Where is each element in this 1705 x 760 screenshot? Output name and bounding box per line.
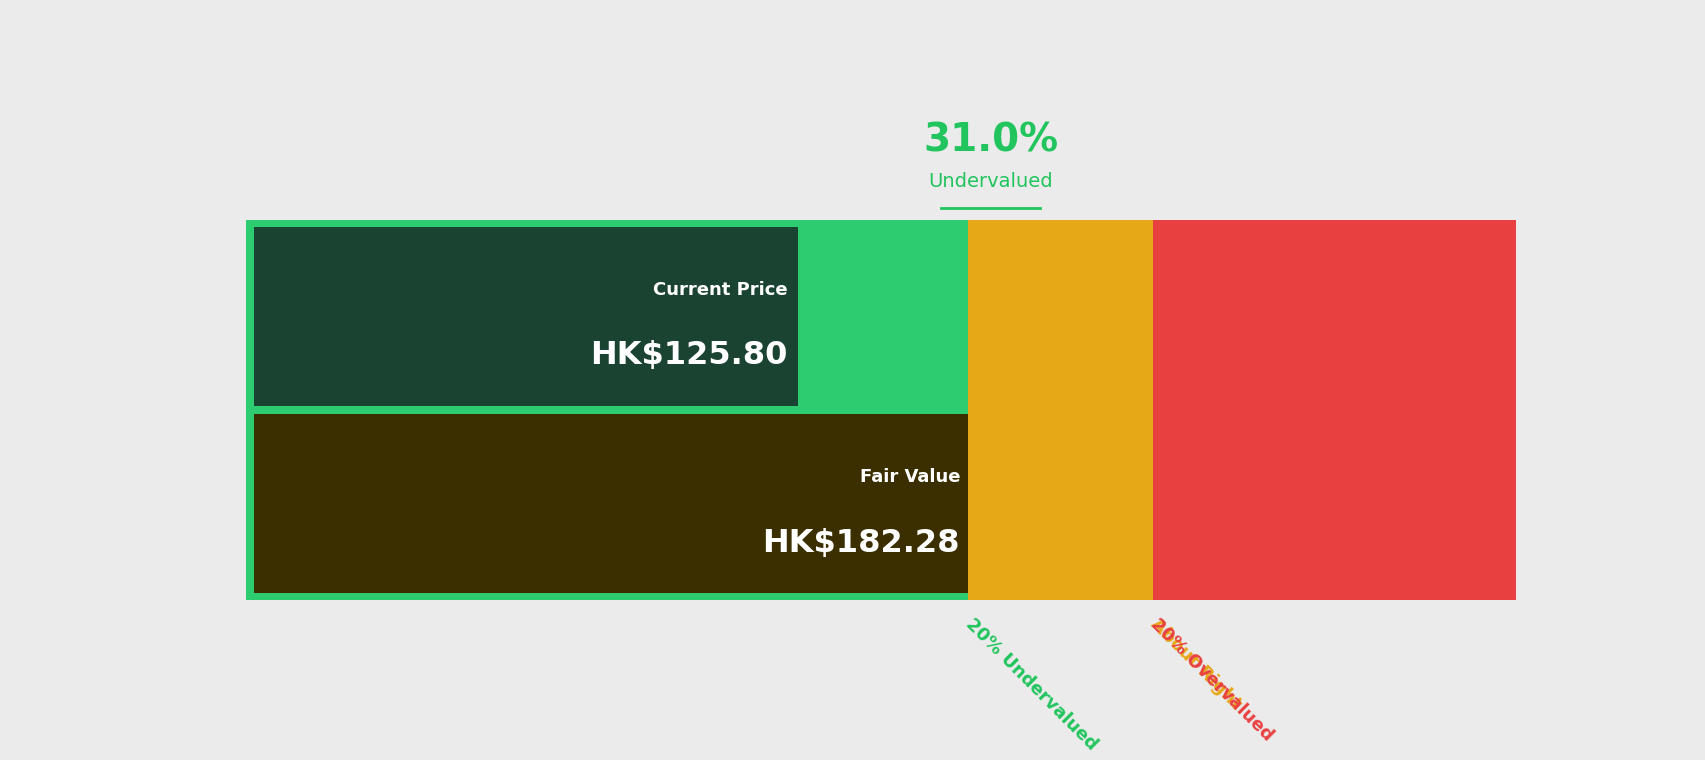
Text: Undervalued: Undervalued <box>928 173 1052 192</box>
Text: 20% Undervalued: 20% Undervalued <box>962 615 1100 754</box>
Text: HK$125.80: HK$125.80 <box>590 340 788 372</box>
Text: About Right: About Right <box>1146 615 1245 713</box>
Bar <box>254 227 798 406</box>
Text: 20% Overvalued: 20% Overvalued <box>1146 615 1275 745</box>
Bar <box>1153 220 1514 600</box>
Bar <box>967 220 1153 600</box>
Bar <box>246 220 967 600</box>
Text: 31.0%: 31.0% <box>922 122 1057 160</box>
Text: HK$182.28: HK$182.28 <box>762 527 960 559</box>
Text: Current Price: Current Price <box>653 280 788 299</box>
Text: Fair Value: Fair Value <box>859 468 960 486</box>
Bar <box>254 414 967 594</box>
